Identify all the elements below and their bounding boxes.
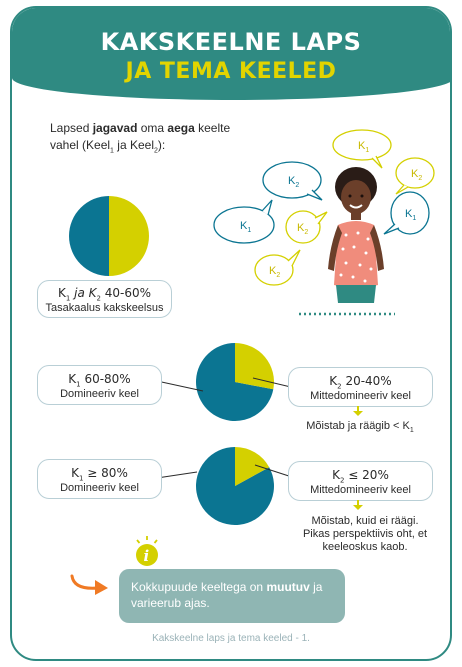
- dominant2-connectors: [156, 464, 296, 479]
- dominant2-left-desc: Domineeriv keel: [60, 482, 139, 495]
- child-illustration: [328, 167, 384, 303]
- dominant2-left-title: K1 ≥ 80%: [71, 466, 128, 483]
- dominant1-left-desc: Domineeriv keel: [60, 388, 139, 401]
- dominant2-left-box: K1 ≥ 80% Domineeriv keel: [37, 459, 162, 499]
- page-title: KAKSKEELNE LAPS: [100, 28, 362, 56]
- balanced-label-box: K1 ja K2 40-60% Tasakaalus kakskeelsus: [37, 280, 172, 318]
- dominant2-pie-k2-slice: [235, 447, 270, 486]
- bubble-k2-middle: K2: [285, 210, 328, 244]
- header-banner: [12, 8, 450, 100]
- balanced-pie-chart: [69, 196, 149, 276]
- dominant1-left-box: K1 60-80% Domineeriv keel: [37, 365, 162, 405]
- dominant2-right-box: K2 ≤ 20% Mittedomineeriv keel: [288, 461, 433, 501]
- svg-text:K1: K1: [240, 220, 251, 234]
- svg-text:K2: K2: [288, 175, 299, 189]
- speech-bubbles: K1 K2 K2 K1 K2 K1 K2: [213, 129, 435, 286]
- dominant2-right-desc: Mittedomineeriv keel: [310, 484, 411, 497]
- orange-arrow-icon: [70, 574, 108, 595]
- balanced-label-desc: Tasakaalus kakskeelsus: [45, 302, 164, 315]
- page-footer: Kakskeelne laps ja tema keeled - 1.: [152, 633, 310, 644]
- svg-text:i: i: [144, 547, 150, 565]
- balanced-pie-k2-slice: [109, 196, 149, 276]
- dominant2-down-arrow: [353, 500, 363, 510]
- dominant1-note: Mõistab ja räägib < K1: [306, 420, 414, 435]
- intro-text: Lapsed jagavad oma aega keelte vahel (Ke…: [50, 121, 231, 155]
- bubble-k2-right: K2: [395, 157, 435, 195]
- dominant2-right-title: K2 ≤ 20%: [332, 468, 389, 485]
- dominant1-left-title: K1 60-80%: [68, 372, 131, 389]
- dominant2-note-line1: Mõistab, kuid ei räägi.: [311, 515, 419, 527]
- bubble-k1-upper: K2: [262, 161, 323, 201]
- dominant1-right-desc: Mittedomineeriv keel: [310, 390, 411, 403]
- svg-text:K2: K2: [297, 222, 308, 236]
- dominant1-connectors: [156, 377, 296, 392]
- svg-text:K2: K2: [411, 168, 422, 182]
- balanced-label-title: K1 ja K2 40-60%: [57, 286, 152, 303]
- bubble-k2-bottom: K2: [254, 249, 301, 286]
- dominant-pie-chart-2: [196, 447, 274, 525]
- dominant-pie-chart-1: [196, 343, 274, 421]
- bubble-k2-top: K1: [332, 129, 392, 169]
- dominant1-down-arrow: [353, 406, 363, 416]
- dominant1-pie-k2-slice: [235, 343, 274, 390]
- page-frame: [10, 6, 452, 661]
- dominant1-pie-k1-slice: [196, 343, 274, 421]
- info-callout: Kokkupuude keeltega on muutuv ja varieer…: [119, 569, 345, 623]
- dominant2-note: Mõistab, kuid ei räägi. Pikas perspektii…: [290, 515, 440, 554]
- balanced-pie-k1-slice: [69, 196, 109, 276]
- ground-dotted-line: [299, 312, 395, 316]
- svg-text:K1: K1: [358, 140, 369, 154]
- svg-text:K1: K1: [405, 208, 416, 222]
- dominant1-right-title: K2 20-40%: [329, 374, 392, 391]
- dominant2-note-line2: Pikas perspektiivis oht, et: [302, 528, 428, 540]
- page-subtitle: JA TEMA KEELED: [125, 59, 337, 84]
- bubble-k1-left: K1: [213, 199, 275, 244]
- bubble-k1-right: K1: [383, 191, 430, 235]
- dominant2-note-line3: keeleoskus kaob.: [322, 541, 408, 553]
- info-icon: i: [136, 536, 158, 566]
- svg-text:K2: K2: [269, 265, 280, 279]
- dominant1-right-box: K2 20-40% Mittedomineeriv keel: [288, 367, 433, 407]
